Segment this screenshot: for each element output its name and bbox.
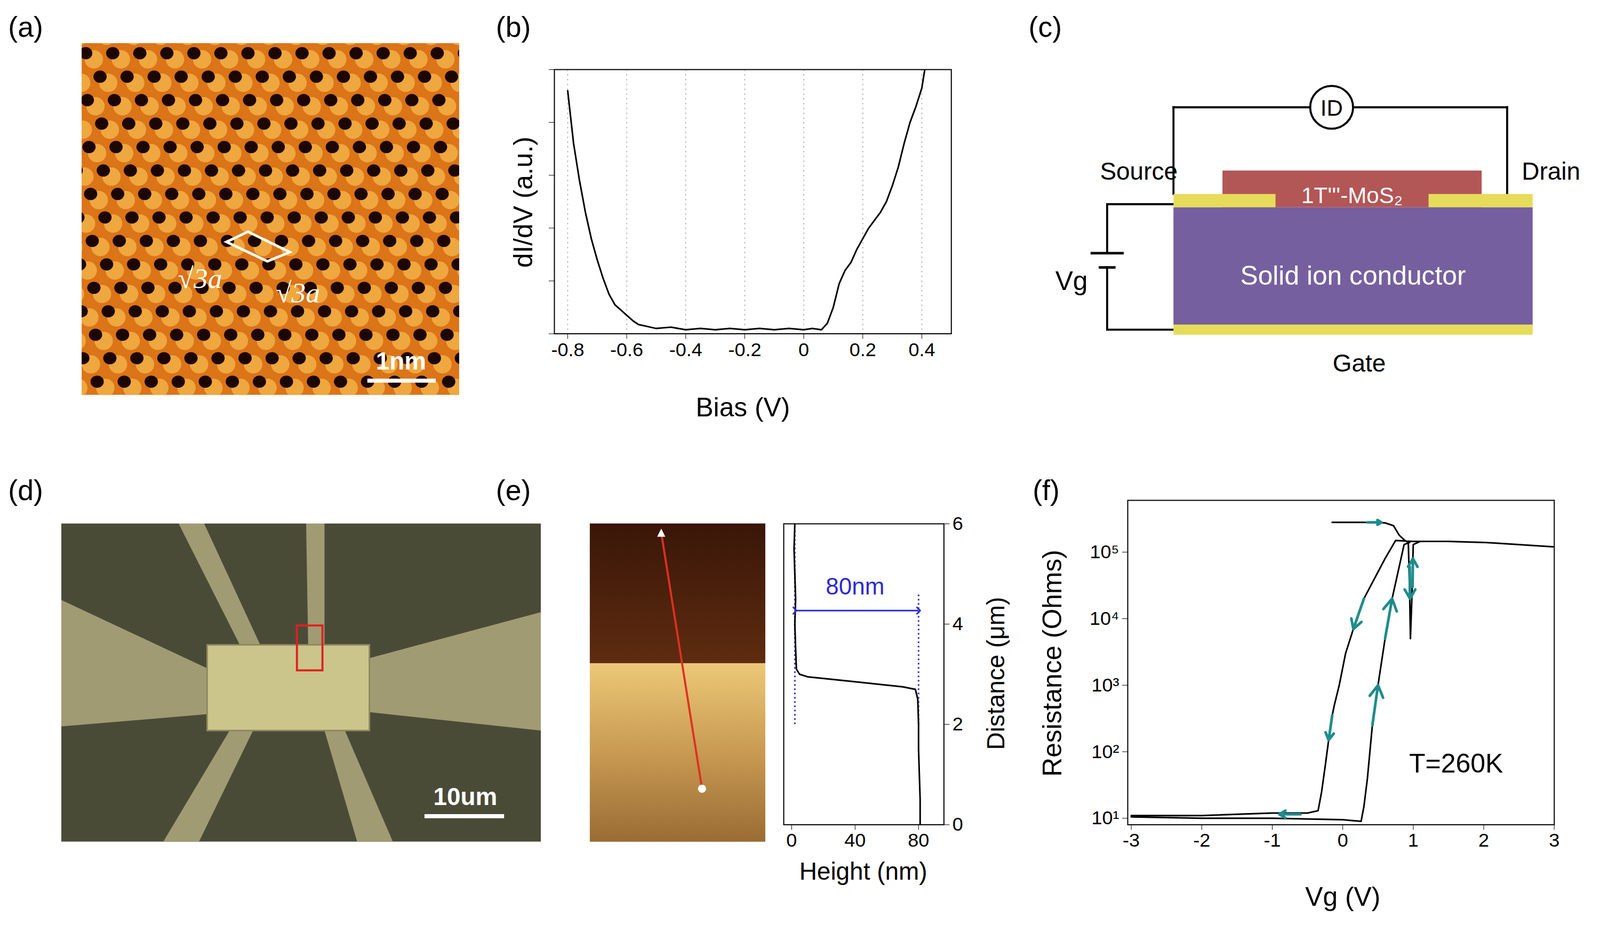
svg-text:-2: -2 xyxy=(1193,829,1211,852)
svg-text:Height (nm): Height (nm) xyxy=(799,857,928,886)
svg-text:Gate: Gate xyxy=(1332,349,1387,378)
svg-text:dI/dV (a.u.): dI/dV (a.u.) xyxy=(508,136,539,268)
svg-text:1nm: 1nm xyxy=(376,347,427,375)
svg-text:0: 0 xyxy=(786,829,798,852)
svg-text:3: 3 xyxy=(1548,829,1560,852)
svg-text:(b): (b) xyxy=(496,11,531,43)
svg-text:0: 0 xyxy=(798,338,810,361)
svg-text:(a): (a) xyxy=(8,11,43,43)
svg-text:2: 2 xyxy=(1478,829,1490,852)
svg-text:80: 80 xyxy=(908,829,930,852)
svg-text:0.2: 0.2 xyxy=(849,338,877,361)
svg-text:Bias (V): Bias (V) xyxy=(695,392,790,423)
svg-text:0: 0 xyxy=(952,813,964,836)
svg-text:(e): (e) xyxy=(496,474,531,507)
svg-text:2: 2 xyxy=(952,713,964,735)
svg-text:Solid ion conductor: Solid ion conductor xyxy=(1240,260,1466,291)
svg-text:√3a: √3a xyxy=(178,262,223,295)
svg-text:Source: Source xyxy=(1099,157,1178,186)
svg-text:Vg (V): Vg (V) xyxy=(1305,882,1381,912)
svg-text:0.4: 0.4 xyxy=(908,338,935,361)
svg-text:10⁴: 10⁴ xyxy=(1089,606,1120,629)
svg-text:ID: ID xyxy=(1320,95,1343,121)
svg-text:Vg: Vg xyxy=(1055,266,1088,296)
svg-text:1T'''-MoS₂: 1T'''-MoS₂ xyxy=(1301,182,1403,208)
svg-text:Resistance (Ohms): Resistance (Ohms) xyxy=(1037,549,1068,778)
svg-text:-1: -1 xyxy=(1264,829,1282,852)
svg-text:0: 0 xyxy=(1337,829,1349,852)
svg-text:√3a: √3a xyxy=(275,276,320,309)
svg-text:Drain: Drain xyxy=(1521,157,1581,186)
svg-text:-0.8: -0.8 xyxy=(550,338,584,361)
svg-text:-0.2: -0.2 xyxy=(728,338,762,361)
svg-text:(c): (c) xyxy=(1028,11,1062,43)
svg-text:10³: 10³ xyxy=(1091,673,1120,696)
svg-text:Distance (μm): Distance (μm) xyxy=(981,597,1010,751)
svg-text:10¹: 10¹ xyxy=(1091,806,1120,829)
svg-text:(f): (f) xyxy=(1032,474,1060,507)
svg-text:6: 6 xyxy=(952,513,964,535)
svg-text:10⁵: 10⁵ xyxy=(1090,540,1120,563)
svg-text:T=260K: T=260K xyxy=(1409,748,1503,779)
svg-text:10um: 10um xyxy=(433,782,498,811)
svg-text:-0.4: -0.4 xyxy=(669,338,703,361)
svg-text:(d): (d) xyxy=(8,474,43,507)
svg-text:4: 4 xyxy=(952,612,964,635)
svg-text:-0.6: -0.6 xyxy=(610,338,644,361)
svg-text:1: 1 xyxy=(1408,829,1419,852)
svg-text:80nm: 80nm xyxy=(826,573,885,600)
svg-text:-3: -3 xyxy=(1122,829,1140,852)
svg-text:10²: 10² xyxy=(1091,740,1120,763)
svg-text:40: 40 xyxy=(844,829,867,852)
